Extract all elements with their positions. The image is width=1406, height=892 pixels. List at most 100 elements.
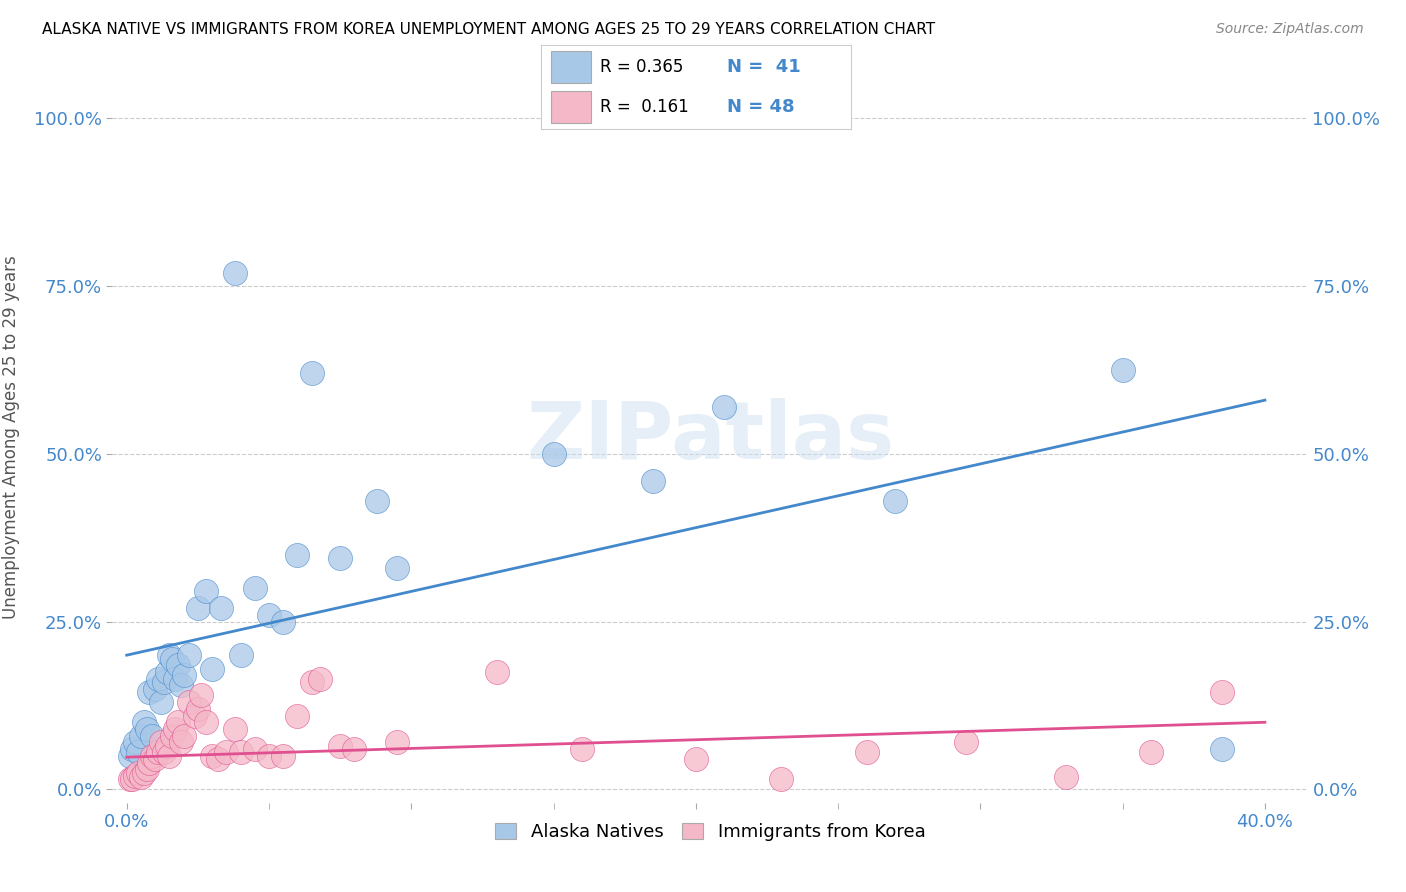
- Point: [243, 742, 266, 756]
- Point: [179, 648, 201, 662]
- Point: [187, 702, 209, 716]
- Point: [138, 756, 160, 770]
- Point: [121, 742, 143, 756]
- Point: [157, 748, 180, 763]
- Point: [224, 266, 246, 280]
- Point: [209, 601, 232, 615]
- Point: [190, 689, 212, 703]
- Point: [135, 722, 157, 736]
- Point: [229, 746, 252, 760]
- Point: [855, 746, 877, 760]
- Point: [121, 772, 143, 787]
- Point: [271, 615, 294, 629]
- Text: N =  41: N = 41: [727, 58, 800, 76]
- Point: [162, 729, 183, 743]
- Text: R = 0.365: R = 0.365: [600, 58, 683, 76]
- Point: [257, 607, 280, 622]
- Legend: Alaska Natives, Immigrants from Korea: Alaska Natives, Immigrants from Korea: [488, 816, 932, 848]
- Point: [770, 772, 793, 787]
- Point: [229, 648, 252, 662]
- Point: [167, 715, 190, 730]
- Point: [173, 729, 195, 743]
- Point: [201, 748, 224, 763]
- Text: N = 48: N = 48: [727, 98, 794, 116]
- Point: [571, 742, 593, 756]
- Point: [157, 648, 180, 662]
- Point: [271, 748, 294, 763]
- Point: [195, 715, 218, 730]
- Point: [155, 739, 177, 753]
- Point: [257, 748, 280, 763]
- Point: [301, 675, 323, 690]
- Text: R =  0.161: R = 0.161: [600, 98, 689, 116]
- Point: [143, 681, 166, 696]
- Point: [167, 658, 190, 673]
- Point: [224, 722, 246, 736]
- Point: [173, 668, 195, 682]
- Point: [201, 662, 224, 676]
- Point: [309, 672, 332, 686]
- Point: [124, 769, 146, 783]
- Point: [165, 722, 187, 736]
- Point: [385, 735, 408, 749]
- FancyBboxPatch shape: [551, 91, 591, 123]
- Point: [1211, 685, 1233, 699]
- Point: [1111, 363, 1133, 377]
- Point: [287, 708, 309, 723]
- Point: [187, 601, 209, 615]
- Text: Source: ZipAtlas.com: Source: ZipAtlas.com: [1216, 22, 1364, 37]
- Point: [146, 672, 169, 686]
- Point: [329, 550, 352, 565]
- Point: [132, 715, 155, 730]
- Point: [127, 746, 149, 760]
- Point: [165, 672, 187, 686]
- Point: [162, 651, 183, 665]
- Point: [215, 746, 238, 760]
- Point: [713, 400, 735, 414]
- Point: [955, 735, 977, 749]
- Point: [170, 735, 193, 749]
- Point: [118, 748, 141, 763]
- Point: [643, 474, 665, 488]
- Point: [485, 665, 508, 679]
- Point: [138, 685, 160, 699]
- Point: [124, 735, 146, 749]
- Point: [329, 739, 352, 753]
- Point: [685, 752, 707, 766]
- Point: [141, 729, 163, 743]
- Point: [135, 762, 157, 776]
- Text: ZIPatlas: ZIPatlas: [526, 398, 894, 476]
- Point: [118, 772, 141, 787]
- Point: [195, 584, 218, 599]
- Point: [149, 735, 172, 749]
- Point: [207, 752, 229, 766]
- Point: [366, 493, 388, 508]
- Point: [146, 746, 169, 760]
- Point: [243, 581, 266, 595]
- Point: [184, 708, 207, 723]
- Point: [179, 695, 201, 709]
- Point: [155, 665, 177, 679]
- Point: [149, 695, 172, 709]
- Point: [343, 742, 366, 756]
- Point: [301, 367, 323, 381]
- Point: [132, 765, 155, 780]
- Point: [170, 678, 193, 692]
- FancyBboxPatch shape: [551, 51, 591, 83]
- Point: [543, 447, 565, 461]
- Point: [884, 493, 907, 508]
- Point: [143, 752, 166, 766]
- Point: [1211, 742, 1233, 756]
- Point: [129, 770, 152, 784]
- Text: ALASKA NATIVE VS IMMIGRANTS FROM KOREA UNEMPLOYMENT AMONG AGES 25 TO 29 YEARS CO: ALASKA NATIVE VS IMMIGRANTS FROM KOREA U…: [42, 22, 935, 37]
- Point: [152, 746, 174, 760]
- Y-axis label: Unemployment Among Ages 25 to 29 years: Unemployment Among Ages 25 to 29 years: [3, 255, 20, 619]
- Point: [152, 675, 174, 690]
- Point: [1054, 770, 1077, 784]
- Point: [287, 548, 309, 562]
- Point: [141, 748, 163, 763]
- Point: [1140, 746, 1163, 760]
- Point: [385, 561, 408, 575]
- Point: [127, 765, 149, 780]
- Point: [129, 729, 152, 743]
